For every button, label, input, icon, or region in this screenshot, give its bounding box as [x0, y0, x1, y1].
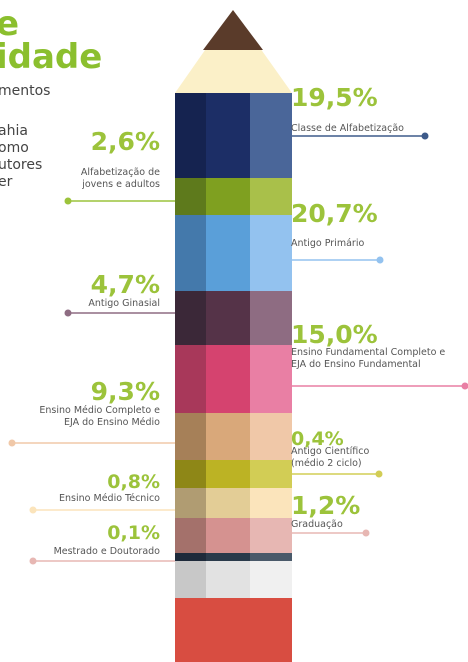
percent: 19,5%: [291, 83, 378, 112]
label: Antigo Científico: [291, 446, 369, 457]
pencil-lead: [203, 10, 263, 50]
label: Antigo Ginasial: [88, 298, 160, 309]
leader-dot: [30, 558, 37, 565]
percent: 15,0%: [291, 320, 378, 349]
percent: 4,7%: [91, 270, 160, 299]
leader-dot: [377, 257, 384, 264]
pencil-segment: [250, 460, 292, 488]
pencil-segment: [250, 178, 292, 215]
label: Graduação: [291, 519, 343, 530]
pencil-body: [175, 93, 292, 662]
pencil-segment: [206, 553, 250, 561]
leader-dot: [462, 383, 468, 390]
pencil-segment: [250, 598, 292, 662]
side-text: ahia: [0, 123, 28, 139]
pencil-segment: [206, 518, 250, 553]
pencil-segment: [250, 215, 292, 291]
pencil-segment: [175, 460, 206, 488]
pencil-segment: [175, 345, 206, 413]
percent: 1,2%: [291, 491, 360, 520]
pencil-segment: [206, 93, 250, 178]
side-text: mentos: [0, 83, 50, 99]
pencil-segment: [206, 598, 250, 662]
leader-dot: [376, 471, 383, 478]
pencil-segment: [206, 460, 250, 488]
label: Mestrado e Doutorado: [54, 546, 161, 557]
infographic: eidadementosahiaomoutoreser19,5%Classe d…: [0, 0, 468, 662]
pencil-segment: [206, 561, 250, 598]
label: Ensino Médio Completo e: [39, 405, 160, 416]
side-text: er: [0, 174, 13, 190]
percent: 2,6%: [91, 127, 160, 156]
label: EJA do Ensino Fundamental: [291, 359, 421, 370]
pencil-segment: [175, 518, 206, 553]
percent: 0,8%: [107, 471, 160, 493]
pencil-segment: [250, 291, 292, 345]
pencil-segment: [175, 561, 206, 598]
pencil-segment: [250, 561, 292, 598]
pencil-segment: [175, 413, 206, 460]
pencil-segment: [175, 488, 206, 518]
label: Classe de Alfabetização: [291, 123, 404, 134]
pencil-segment: [175, 553, 206, 561]
pencil-segment: [250, 345, 292, 413]
pencil-segment: [250, 488, 292, 518]
percent: 0,1%: [107, 522, 160, 544]
heading: idade: [0, 37, 102, 77]
percent: 9,3%: [91, 377, 160, 406]
pencil-segment: [206, 291, 250, 345]
leader-dot: [30, 507, 37, 514]
pencil-segment: [175, 178, 206, 215]
side-text: utores: [0, 157, 42, 173]
percent: 20,7%: [291, 199, 378, 228]
label: jovens e adultos: [81, 179, 160, 190]
pencil-segment: [206, 178, 250, 215]
label: EJA do Ensino Médio: [64, 417, 160, 428]
leader-dot: [65, 198, 72, 205]
leader-dot: [363, 530, 370, 537]
leader-dot: [422, 133, 429, 140]
leader-dot: [65, 310, 72, 317]
side-text: omo: [0, 140, 29, 156]
pencil-segment: [250, 93, 292, 178]
label: Ensino Fundamental Completo e: [291, 347, 445, 358]
pencil-segment: [250, 553, 292, 561]
pencil-segment: [250, 518, 292, 553]
label: Antigo Primário: [291, 238, 364, 249]
label: (médio 2 ciclo): [291, 458, 362, 469]
pencil-segment: [206, 345, 250, 413]
label: Alfabetização de: [81, 167, 160, 178]
pencil-segment: [206, 215, 250, 291]
pencil-segment: [206, 488, 250, 518]
pencil-segment: [175, 598, 206, 662]
leader-dot: [9, 440, 16, 447]
pencil-segment: [175, 291, 206, 345]
label: Ensino Médio Técnico: [59, 493, 160, 504]
pencil-segment: [250, 413, 292, 460]
pencil-segment: [175, 215, 206, 291]
pencil-segment: [175, 93, 206, 178]
pencil-segment: [206, 413, 250, 460]
